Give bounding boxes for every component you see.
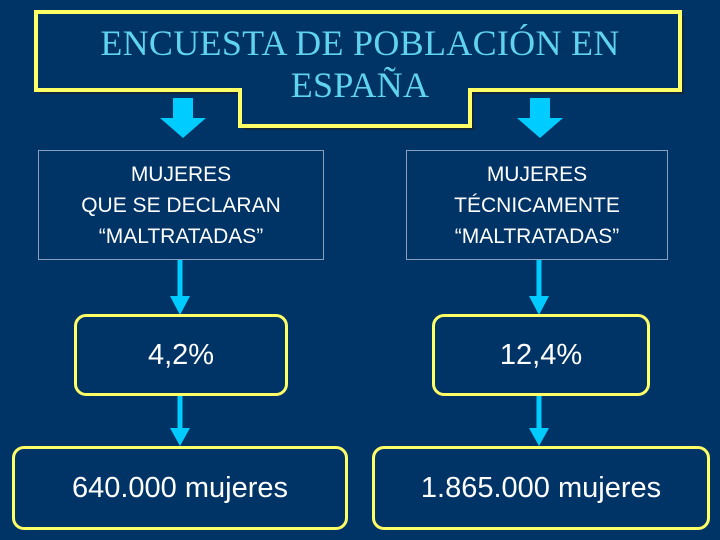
- down-arrow-icon: [529, 396, 549, 446]
- percentage-value: 4,2%: [147, 338, 215, 371]
- percentage-box-technical: 12,4%: [432, 314, 650, 396]
- count-box-technical: 1.865.000 mujeres: [372, 446, 710, 530]
- down-arrow-icon: [170, 260, 190, 315]
- down-arrow-icon: [170, 396, 190, 446]
- count-value: 640.000 mujeres: [71, 471, 289, 504]
- category-line: “MALTRATADAS”: [98, 224, 264, 248]
- category-line: TÉCNICAMENTE: [454, 193, 620, 217]
- title-line-1: ENCUESTA DE POBLACIÓN EN: [100, 23, 620, 63]
- page-title: ENCUESTA DE POBLACIÓN EN ESPAÑA: [34, 22, 686, 106]
- category-line: MUJERES: [486, 162, 588, 186]
- percentage-value: 12,4%: [499, 338, 583, 371]
- category-line: “MALTRATADAS”: [454, 224, 620, 248]
- down-block-arrow-left-icon: [160, 98, 206, 138]
- category-box-declared: MUJERES QUE SE DECLARAN “MALTRATADAS”: [38, 150, 324, 260]
- percentage-box-declared: 4,2%: [74, 314, 288, 396]
- count-value: 1.865.000 mujeres: [420, 471, 662, 504]
- category-box-technical: MUJERES TÉCNICAMENTE “MALTRATADAS”: [406, 150, 668, 260]
- title-line-2: ESPAÑA: [290, 65, 430, 105]
- count-box-declared: 640.000 mujeres: [12, 446, 348, 530]
- category-line: MUJERES: [130, 162, 232, 186]
- category-line: QUE SE DECLARAN: [81, 193, 281, 217]
- down-arrow-icon: [529, 260, 549, 315]
- title-banner: [34, 10, 684, 130]
- down-block-arrow-right-icon: [517, 98, 563, 138]
